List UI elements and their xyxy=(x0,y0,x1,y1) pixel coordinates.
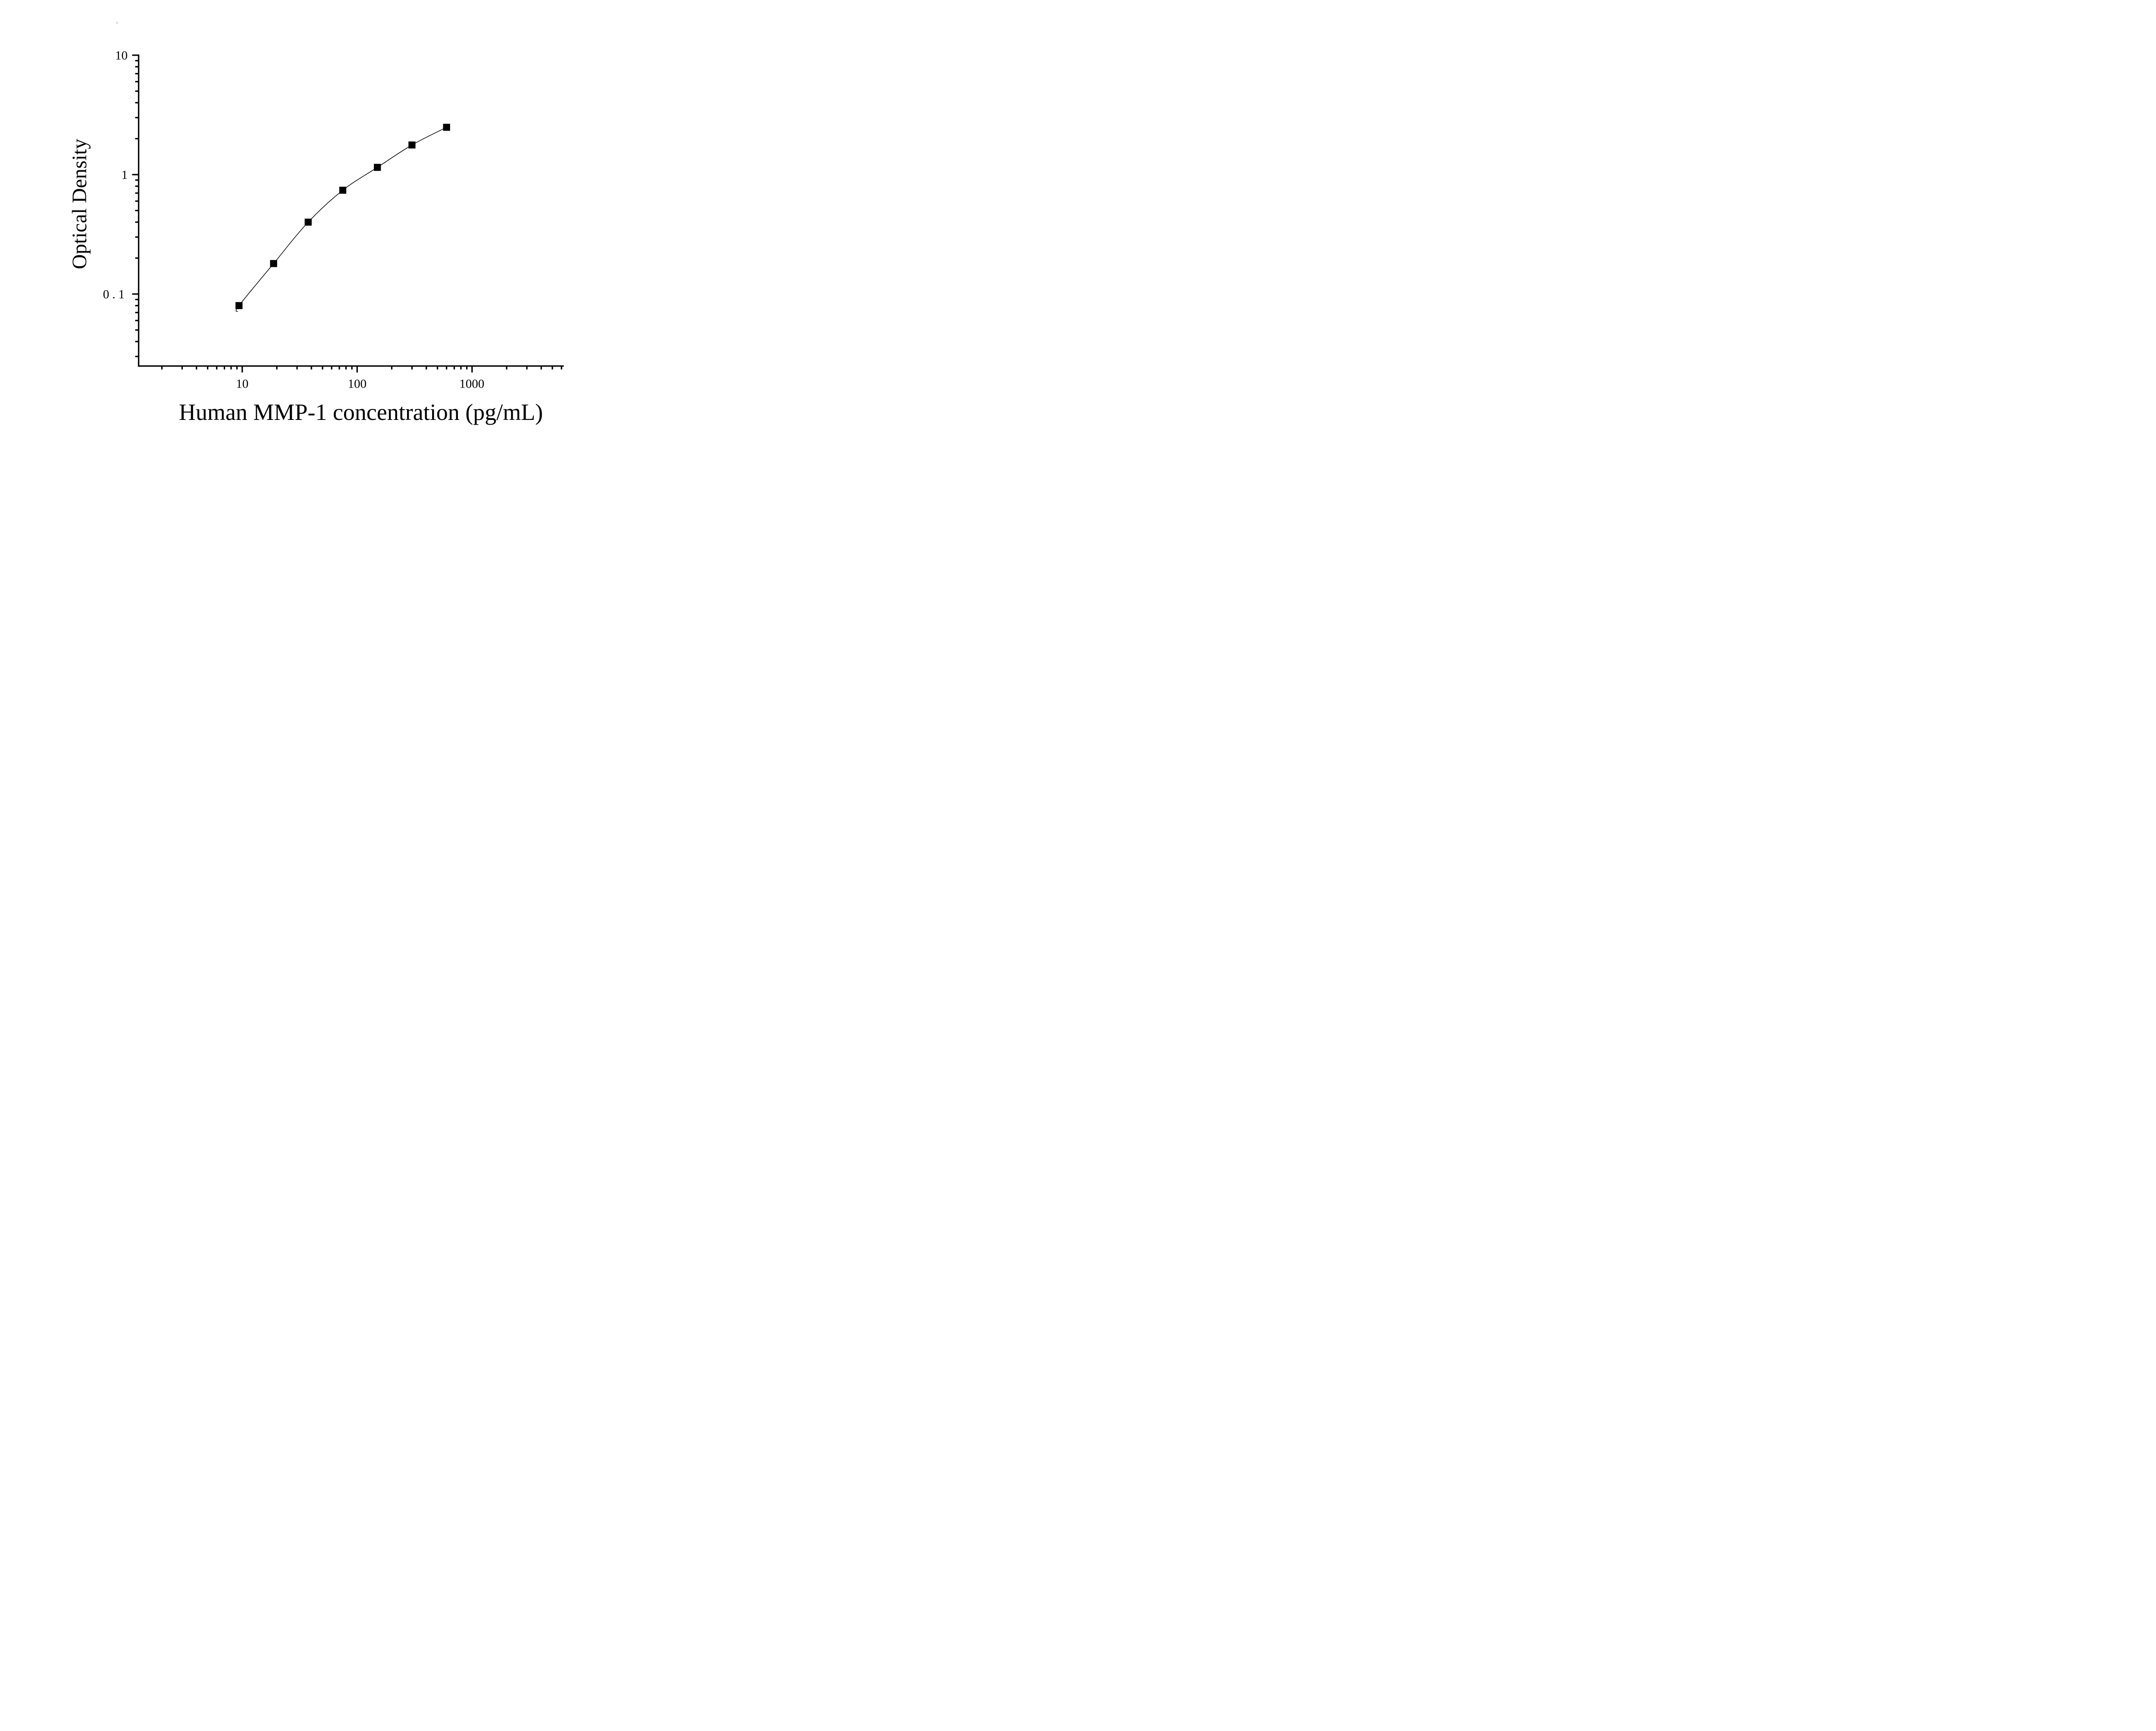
data-point-marker xyxy=(304,219,312,226)
x-tick-label-100: 100 xyxy=(348,377,367,391)
data-series xyxy=(235,124,450,312)
y-axis-title: Optical Density xyxy=(68,139,91,269)
data-point-marker xyxy=(374,164,381,171)
y-tick-label-0.1: 0.1 xyxy=(103,288,128,301)
data-point-marker xyxy=(443,124,450,131)
chart-canvas: 10 1 0.1 10 100 1000 Optical Density Hum… xyxy=(68,22,564,425)
data-point-marker xyxy=(339,187,347,194)
data-point-marker xyxy=(270,260,277,267)
y-tick-label-1: 1 xyxy=(122,168,128,182)
y-tick-label-10: 10 xyxy=(115,49,128,63)
fitted-curve xyxy=(235,127,447,312)
x-tick-label-10: 10 xyxy=(236,377,248,391)
data-point-marker xyxy=(235,302,243,309)
data-point-marker xyxy=(408,141,416,149)
axes xyxy=(132,54,564,372)
x-axis-title: Human MMP-1 concentration (pg/mL) xyxy=(179,399,543,425)
x-tick-label-1000: 1000 xyxy=(459,377,484,391)
elisa-standard-curve-figure: 10 1 0.1 10 100 1000 Optical Density Hum… xyxy=(0,0,620,433)
artifact-dot xyxy=(116,22,118,24)
